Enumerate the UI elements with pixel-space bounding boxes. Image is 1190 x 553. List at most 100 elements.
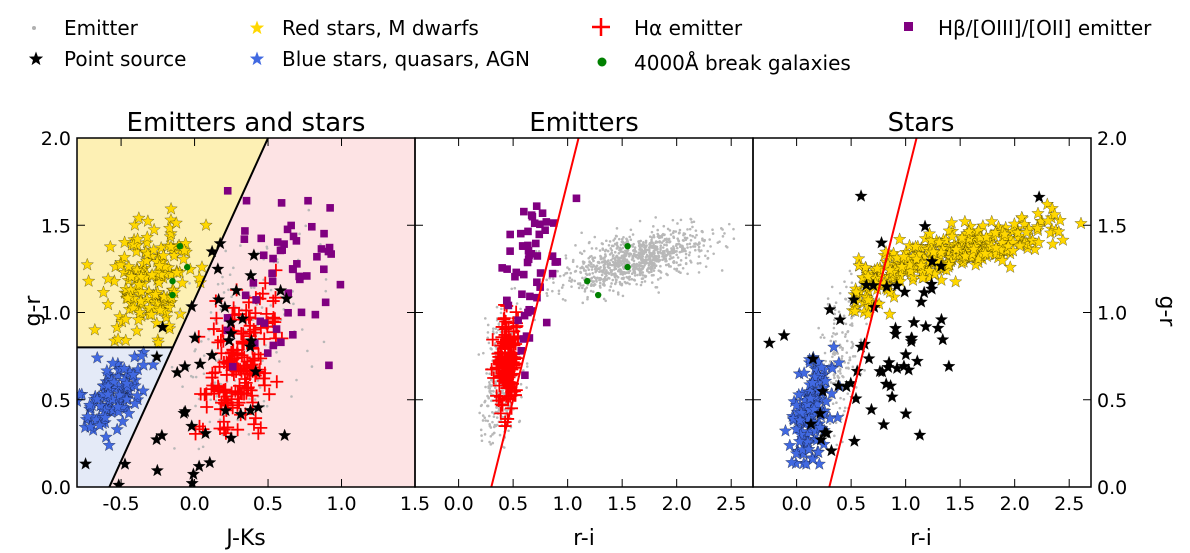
red-stars-m-dwarfs-point bbox=[141, 214, 155, 227]
red-stars-m-dwarfs-point bbox=[904, 264, 918, 277]
point-source-point bbox=[224, 326, 238, 340]
emitter-point bbox=[577, 282, 580, 286]
emitter-point bbox=[218, 418, 222, 422]
red-stars-m-dwarfs-point bbox=[125, 269, 139, 283]
h-oiii-oii-emitter-point bbox=[223, 186, 232, 195]
x-tick-label: 0.0 bbox=[179, 493, 209, 515]
emitter-point bbox=[489, 426, 493, 429]
emitter-point bbox=[602, 278, 606, 281]
emitter-point bbox=[480, 439, 484, 443]
blue-stars-quasars-agn-point bbox=[794, 406, 808, 419]
point-source-point bbox=[211, 262, 225, 275]
emitter-point bbox=[672, 259, 676, 263]
red-stars-m-dwarfs-point bbox=[1052, 224, 1066, 238]
emitter-point bbox=[666, 227, 670, 231]
emitter-point bbox=[637, 264, 640, 267]
emitter-point bbox=[821, 333, 824, 337]
emitter-point bbox=[630, 277, 634, 281]
emitter-point bbox=[505, 409, 509, 413]
emitter-point bbox=[310, 365, 314, 368]
emitter-point bbox=[591, 290, 595, 294]
emitter-point bbox=[510, 287, 514, 291]
emitter-point bbox=[633, 279, 637, 282]
point-source-point bbox=[898, 285, 912, 298]
emitter-point bbox=[486, 323, 490, 327]
emitter-point bbox=[711, 232, 715, 235]
h-oiii-oii-emitter-point bbox=[249, 279, 258, 287]
emitter-point bbox=[598, 270, 601, 274]
emitter-point bbox=[720, 227, 723, 230]
point-source-point bbox=[942, 359, 956, 372]
emitter-point bbox=[641, 273, 645, 277]
red-stars-m-dwarfs-point bbox=[942, 258, 956, 271]
h-emitter-point bbox=[509, 337, 523, 351]
emitter-point bbox=[684, 262, 688, 266]
h-emitter-point bbox=[222, 354, 236, 368]
point-source-point bbox=[806, 351, 820, 365]
emitter-point bbox=[224, 249, 227, 253]
point-source-point bbox=[904, 331, 918, 345]
emitter-point bbox=[574, 269, 578, 273]
point-source-point bbox=[890, 279, 904, 292]
red-stars-m-dwarfs-point bbox=[979, 230, 993, 243]
h-emitter-point bbox=[257, 371, 271, 385]
emitter-point bbox=[834, 301, 838, 305]
emitter-point bbox=[659, 276, 662, 280]
point-source-point bbox=[219, 403, 233, 417]
red-stars-m-dwarfs-point bbox=[162, 300, 176, 313]
red-stars-m-dwarfs-point bbox=[1031, 206, 1045, 220]
emitter-point bbox=[667, 237, 671, 241]
h-emitter-point bbox=[231, 423, 245, 437]
h-oiii-oii-emitter-point bbox=[287, 221, 295, 230]
h-oiii-oii-emitter-point bbox=[283, 225, 292, 234]
point-source-point bbox=[936, 332, 950, 346]
emitter-point bbox=[608, 288, 611, 292]
emitter-point bbox=[534, 249, 538, 253]
emitter-point bbox=[480, 434, 483, 437]
h-oiii-oii-emitter-point bbox=[242, 196, 251, 205]
h-oiii-oii-emitter-point bbox=[514, 316, 522, 325]
blue-stars-quasars-agn-point bbox=[90, 351, 104, 364]
red-stars-m-dwarfs-point bbox=[985, 214, 999, 228]
legend-label-red-stars: Red stars, M dwarfs bbox=[282, 16, 479, 40]
emitter-point bbox=[848, 358, 851, 362]
blue-stars-quasars-agn-point bbox=[122, 406, 136, 420]
emitter-point bbox=[657, 258, 660, 262]
emitter-point bbox=[619, 256, 623, 260]
h-emitter-point bbox=[205, 366, 219, 380]
emitter-point bbox=[495, 405, 498, 409]
emitter-point bbox=[643, 280, 647, 283]
h-oiii-oii-emitter-point bbox=[506, 247, 514, 255]
h-oiii-oii-emitter-point bbox=[536, 283, 544, 291]
h-emitter-point bbox=[500, 332, 514, 346]
emitter-point bbox=[591, 265, 594, 269]
red-stars-m-dwarfs-point bbox=[962, 224, 976, 238]
point-source-point bbox=[243, 403, 258, 417]
point-source-point bbox=[919, 319, 933, 333]
h-oiii-oii-emitter-point bbox=[326, 204, 334, 212]
emitter-point bbox=[557, 289, 561, 293]
emitter-point bbox=[492, 390, 495, 393]
red-stars-m-dwarfs-point bbox=[883, 307, 897, 320]
blue-stars-quasars-agn-point bbox=[106, 356, 120, 369]
h-oiii-oii-emitter-point bbox=[223, 326, 232, 335]
h-oiii-oii-emitter-point bbox=[525, 305, 533, 314]
emitter-point bbox=[639, 258, 643, 262]
h-emitter-point bbox=[249, 411, 263, 425]
blue-stars-quasars-agn-point bbox=[136, 358, 151, 371]
emitter-point bbox=[688, 251, 692, 254]
emitter-point bbox=[628, 261, 631, 265]
blue-stars-quasars-agn-point bbox=[825, 361, 839, 375]
legend-item-red-stars: Red stars, M dwarfs bbox=[249, 16, 479, 40]
emitter-point bbox=[850, 272, 853, 276]
red-stars-m-dwarfs-point bbox=[895, 260, 909, 273]
emitter-point bbox=[580, 252, 584, 256]
emitter-point bbox=[684, 249, 687, 253]
h-oiii-oii-emitter-point bbox=[536, 220, 544, 229]
emitter-point bbox=[615, 227, 619, 230]
red-stars-m-dwarfs-point bbox=[192, 271, 206, 284]
emitter-point bbox=[833, 312, 836, 316]
emitter-point bbox=[648, 271, 651, 274]
emitter-point bbox=[593, 256, 597, 259]
red-stars-m-dwarfs-point bbox=[945, 215, 959, 229]
